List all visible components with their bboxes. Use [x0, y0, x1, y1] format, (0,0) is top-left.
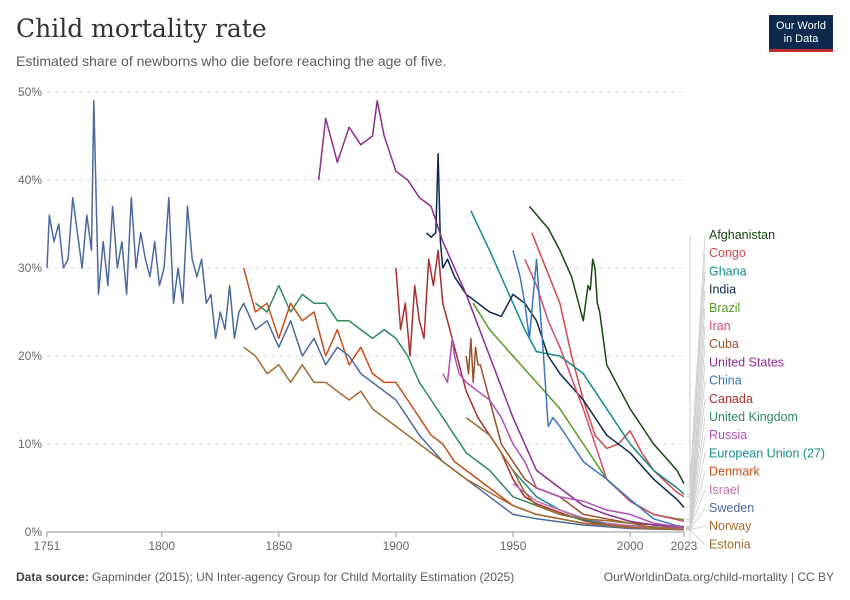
- x-tick-label: 2023: [671, 539, 698, 553]
- x-tick-label: 1900: [383, 539, 410, 553]
- legend-entry: Denmark: [709, 465, 760, 479]
- legend-entry: Congo: [709, 246, 746, 260]
- legend-entry: Sweden: [709, 501, 754, 515]
- legend-entry: Cuba: [709, 337, 739, 351]
- legend-connector: [686, 325, 706, 522]
- series-line-israel: [512, 482, 685, 530]
- series-line-ghana: [470, 210, 685, 495]
- x-tick-label: 1751: [34, 539, 61, 553]
- series-line-canada: [395, 249, 685, 529]
- series-line-china: [512, 250, 685, 528]
- y-tick-label: 0%: [25, 525, 43, 539]
- y-tick-label: 10%: [18, 437, 42, 451]
- legend-connector: [686, 271, 706, 495]
- x-tick-label: 2000: [617, 539, 644, 553]
- legend-entry: China: [709, 374, 742, 388]
- series-line-norway: [243, 346, 685, 531]
- legend-connector: [686, 289, 706, 508]
- legend-entry: Afghanistan: [709, 228, 775, 242]
- y-tick-label: 40%: [18, 173, 42, 187]
- x-tick-label: 1850: [265, 539, 292, 553]
- chart-subtitle: Estimated share of newborns who die befo…: [16, 53, 447, 69]
- series-line-afghanistan: [528, 205, 685, 484]
- data-source-label: Data source:: [16, 570, 89, 584]
- series-line-india: [425, 152, 685, 508]
- legend-entry: European Union (27): [709, 446, 825, 460]
- series-line-united-states: [317, 100, 685, 528]
- x-tick-label: 1950: [500, 539, 527, 553]
- y-tick-label: 50%: [18, 85, 42, 99]
- data-source-text: Gapminder (2015); UN Inter-agency Group …: [88, 570, 515, 584]
- legend-entry: Canada: [709, 392, 753, 406]
- legend-entry: Estonia: [709, 537, 751, 551]
- legend-entry: United Kingdom: [709, 410, 798, 424]
- y-tick-label: 20%: [18, 349, 42, 363]
- legend-entry: India: [709, 283, 736, 297]
- legend-entry: Brazil: [709, 301, 740, 315]
- legend-connector: [686, 253, 706, 498]
- series-line-estonia: [465, 417, 685, 531]
- series-line-sweden: [46, 100, 685, 531]
- legend-connector: [686, 489, 706, 530]
- legend-entry: Israel: [709, 483, 740, 497]
- legend-connector: [686, 234, 706, 484]
- legend-connector: [686, 529, 706, 545]
- series-line-iran: [524, 258, 685, 523]
- data-source-note: Data source: Gapminder (2015); UN Inter-…: [16, 570, 514, 584]
- chart-title: Child mortality rate: [16, 14, 267, 43]
- x-tick-label: 1800: [148, 539, 175, 553]
- legend-entry: Russia: [709, 428, 747, 442]
- series-line-russia: [442, 337, 685, 529]
- source-link[interactable]: OurWorldinData.org/child-mortality | CC …: [603, 570, 834, 584]
- legend-entry: United States: [709, 355, 784, 369]
- y-tick-label: 30%: [18, 261, 42, 275]
- series-line-cuba: [465, 337, 685, 528]
- legend-entry: Iran: [709, 319, 731, 333]
- legend-entry: Norway: [709, 519, 752, 533]
- owid-logo[interactable]: Our World in Data: [769, 15, 833, 52]
- logo-line-2: in Data: [783, 33, 819, 45]
- legend-entry: Ghana: [709, 264, 747, 278]
- logo-line-1: Our World: [776, 20, 826, 32]
